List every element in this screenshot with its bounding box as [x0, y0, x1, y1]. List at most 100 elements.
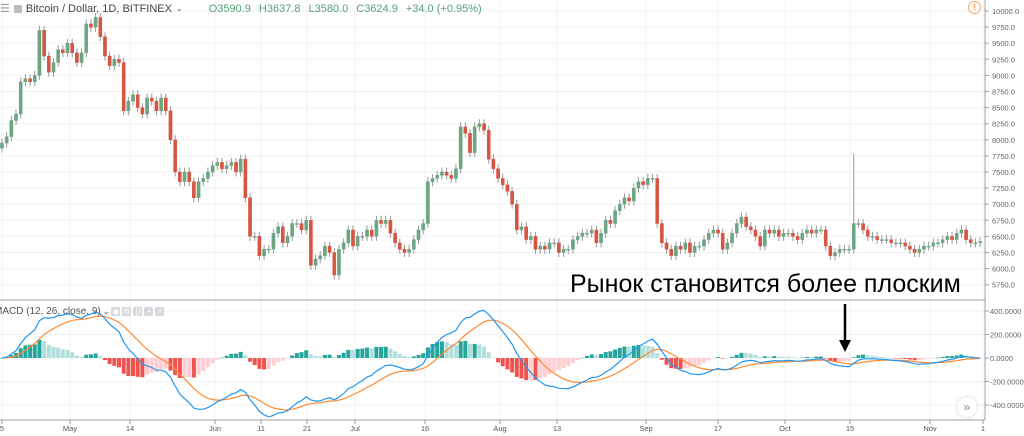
candle [79, 48, 84, 68]
histogram-bar [907, 358, 912, 360]
candle-body [823, 229, 828, 247]
time-axis[interactable]: 5 May 14 Jun 11 21 Jul 16 Aug 13 Sep 17 Oct 15 Nov 1 [0, 420, 985, 433]
histogram-bar [856, 355, 861, 358]
candle [692, 241, 697, 258]
scroll-to-realtime-button[interactable]: » [957, 397, 977, 417]
histogram-bar [655, 353, 660, 358]
candle [505, 180, 510, 196]
candle [9, 115, 14, 142]
candle-body [547, 242, 552, 250]
chevron-down-icon[interactable]: ⌄ [102, 307, 110, 316]
candle [795, 231, 800, 245]
macd-title[interactable]: MACD (12, 26, close, 9) [0, 306, 101, 317]
candle [444, 167, 449, 180]
histogram-bar [870, 355, 875, 358]
candle [842, 244, 847, 254]
histogram-bar [716, 357, 721, 358]
candle [557, 238, 561, 258]
histogram-bar [42, 341, 47, 358]
candle [285, 231, 290, 248]
candle-body [360, 236, 365, 238]
histogram-bar [182, 358, 187, 378]
candle [622, 193, 627, 209]
macd-line [1, 309, 981, 418]
close-icon[interactable]: × [155, 307, 165, 316]
histogram-bar [383, 346, 388, 358]
candle [463, 122, 468, 138]
histogram-bar [936, 357, 940, 359]
histogram-bar [706, 358, 711, 361]
signal-line [1, 315, 981, 411]
candle-body [126, 100, 131, 112]
candle-body [711, 229, 716, 234]
candle [173, 135, 177, 177]
gear-icon[interactable]: ⚙ [122, 307, 132, 316]
histogram-bar [514, 358, 519, 377]
histogram-bar [898, 358, 903, 359]
symbol-title[interactable]: Bitcoin / Dollar, 1D, BITFINEX [25, 2, 172, 15]
candle [393, 228, 397, 248]
candle-body [903, 242, 908, 247]
price-tick-label: 10000.0 [992, 7, 1019, 16]
histogram-bar [589, 354, 594, 358]
menu-icon[interactable]: ☰ [0, 3, 10, 15]
candle [945, 231, 950, 245]
candle-body [678, 245, 683, 250]
time-tick-label: 5 [0, 424, 4, 433]
candle-body [837, 249, 842, 253]
histogram-bar [205, 358, 210, 368]
candle-body [533, 236, 538, 250]
candle [163, 93, 168, 116]
histogram-bar [917, 358, 922, 361]
candle-body [121, 62, 126, 112]
candle-body [201, 178, 206, 182]
warning-circle-icon[interactable]: ! [968, 1, 981, 14]
candle [234, 157, 238, 177]
candle-body [379, 220, 383, 224]
candle-body [84, 23, 89, 54]
source-icon[interactable]: {} [133, 307, 143, 316]
candle-body [945, 236, 950, 240]
candle-body [449, 175, 454, 179]
histogram-bar [683, 358, 688, 368]
candle-body [622, 197, 627, 205]
histogram-bar [88, 354, 93, 358]
candle [720, 228, 725, 254]
chevron-down-icon[interactable]: ⌄ [175, 4, 183, 13]
candle-body [791, 232, 795, 237]
histogram-bar [697, 358, 702, 365]
histogram-bar [627, 346, 632, 358]
candle [950, 231, 954, 245]
candle [917, 244, 922, 258]
candle-body [178, 171, 182, 182]
candle-body [571, 239, 575, 250]
candle-body [309, 220, 313, 266]
candle [533, 231, 538, 254]
arrow-down-icon [839, 304, 851, 352]
price-axis[interactable]: 10000.0 9750.0 9500.0 9250.0 9000.0 8750.0 850… [985, 7, 1024, 410]
histogram-bar [486, 352, 491, 358]
candle [107, 51, 112, 71]
histogram-bar [238, 351, 243, 358]
histogram-bar [191, 358, 196, 378]
candle [327, 241, 332, 258]
candle [650, 173, 655, 183]
candle [791, 228, 795, 241]
candle-body [491, 158, 496, 169]
histogram-bar [430, 343, 435, 358]
candle [4, 132, 9, 148]
candle [196, 177, 201, 203]
candle-body [9, 120, 14, 137]
histogram-bar [177, 358, 182, 379]
plus-icon[interactable]: + [144, 307, 154, 316]
candle [749, 222, 753, 235]
histogram-bar [613, 349, 618, 358]
time-tick-label: 17 [714, 424, 722, 433]
histogram-bar [884, 357, 889, 358]
histogram-bar [271, 358, 276, 366]
histogram-bar [744, 352, 749, 358]
candle-body [416, 229, 421, 240]
eye-icon[interactable]: ◉ [111, 307, 121, 316]
candle-body [477, 123, 482, 128]
